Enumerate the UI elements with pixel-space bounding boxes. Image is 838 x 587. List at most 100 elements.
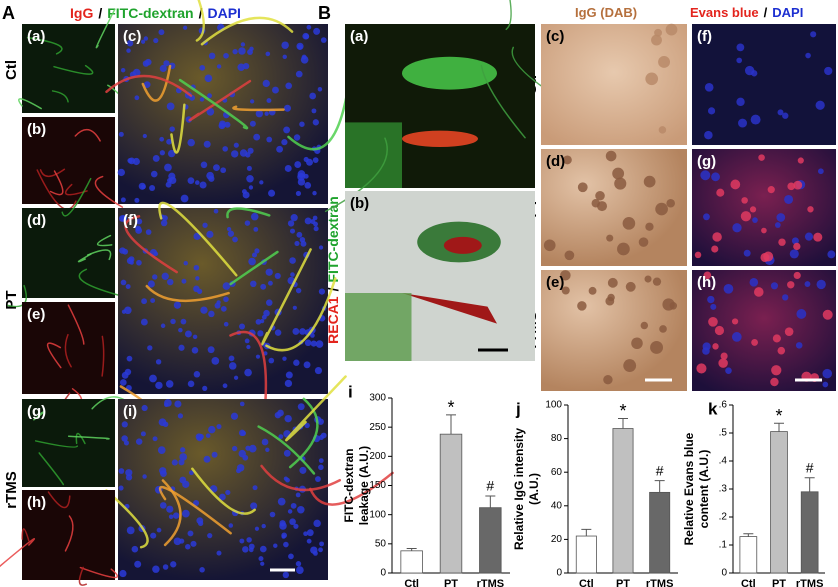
nucleus <box>751 338 759 346</box>
nucleus <box>121 309 127 314</box>
nucleus <box>290 272 295 277</box>
nucleus <box>267 280 273 286</box>
nucleus <box>203 140 211 148</box>
nucleus <box>136 218 143 225</box>
nucleus <box>233 142 239 148</box>
nucleus <box>296 566 304 574</box>
nucleus <box>605 150 617 162</box>
nucleus <box>741 197 748 204</box>
nucleus <box>282 571 290 579</box>
nucleus <box>813 232 823 242</box>
nucleus <box>577 301 587 311</box>
nucleus <box>228 355 235 362</box>
micrograph <box>22 399 115 487</box>
x-tick-label: PT <box>616 578 630 587</box>
nucleus <box>306 158 313 166</box>
nucleus <box>207 533 213 539</box>
nucleus <box>297 505 305 514</box>
nucleus <box>260 283 267 290</box>
nucleus <box>704 82 714 92</box>
nucleus <box>712 343 719 350</box>
nucleus <box>187 530 194 537</box>
nucleus <box>577 182 588 193</box>
nucleus <box>703 271 712 280</box>
image-label: (i) <box>123 403 137 420</box>
nucleus <box>306 538 312 544</box>
nucleus <box>311 108 317 114</box>
nucleus <box>295 287 302 294</box>
nucleus <box>708 316 718 327</box>
vessel <box>480 64 526 139</box>
x-tick-label: PT <box>444 578 458 587</box>
nucleus <box>220 167 227 174</box>
image-label: (b) <box>27 121 46 138</box>
nucleus <box>169 176 177 185</box>
nucleus <box>312 157 319 163</box>
nucleus <box>177 413 184 419</box>
panel-title: IgG / FITC-dextran / DAPI <box>70 5 241 21</box>
nucleus <box>140 318 148 326</box>
nucleus <box>202 222 208 228</box>
image-label: (f) <box>123 212 138 229</box>
nucleus <box>200 306 208 314</box>
nucleus <box>743 249 751 257</box>
error-bar <box>804 477 815 492</box>
nucleus <box>132 68 141 77</box>
title-part: FITC-dextran <box>325 196 341 282</box>
nucleus <box>169 126 175 132</box>
nucleus <box>302 32 310 40</box>
nucleus <box>778 238 786 246</box>
nucleus <box>827 250 836 259</box>
micrograph <box>118 208 328 394</box>
nucleus <box>694 251 702 259</box>
nucleus <box>233 375 239 380</box>
nucleus <box>543 239 556 252</box>
nucleus <box>195 433 203 441</box>
vessel <box>309 471 394 506</box>
vessel <box>324 137 388 213</box>
nucleus <box>162 215 168 221</box>
nucleus <box>736 43 745 52</box>
nucleus <box>193 264 200 271</box>
nucleus <box>718 358 728 368</box>
nucleus <box>259 180 264 185</box>
nucleus <box>158 418 167 427</box>
nucleus <box>281 41 289 49</box>
error-bar <box>743 533 754 537</box>
panel-label: B <box>318 3 331 23</box>
nucleus <box>178 459 185 466</box>
blob <box>402 130 478 147</box>
nucleus <box>223 52 229 59</box>
nucleus <box>228 523 234 528</box>
nucleus <box>123 440 129 446</box>
nucleus <box>180 318 187 325</box>
title-part: / <box>199 5 203 21</box>
nucleus <box>622 217 636 230</box>
nucleus <box>223 321 229 327</box>
y-tick-label: 0 <box>380 568 386 579</box>
vessel <box>188 79 252 122</box>
nucleus <box>242 191 250 199</box>
vessel <box>21 528 30 542</box>
nucleus <box>303 361 311 369</box>
nucleus <box>260 545 267 553</box>
nucleus <box>700 170 711 181</box>
nucleus <box>208 425 216 434</box>
vessel <box>74 128 101 142</box>
nucleus <box>318 547 323 553</box>
nucleus <box>625 281 636 292</box>
vessel <box>95 9 116 49</box>
nucleus <box>255 110 264 118</box>
vessel <box>285 375 347 442</box>
nucleus <box>283 126 291 134</box>
nucleus <box>797 157 804 164</box>
vessel <box>170 103 186 154</box>
nucleus <box>150 170 158 178</box>
nucleus <box>132 157 140 166</box>
nucleus <box>134 95 140 101</box>
nucleus <box>614 177 627 190</box>
x-tick-label: rTMS <box>646 578 674 587</box>
nucleus <box>703 213 710 221</box>
nucleus <box>294 161 302 168</box>
y-axis-label: Relative IgG intensity <box>512 428 526 550</box>
